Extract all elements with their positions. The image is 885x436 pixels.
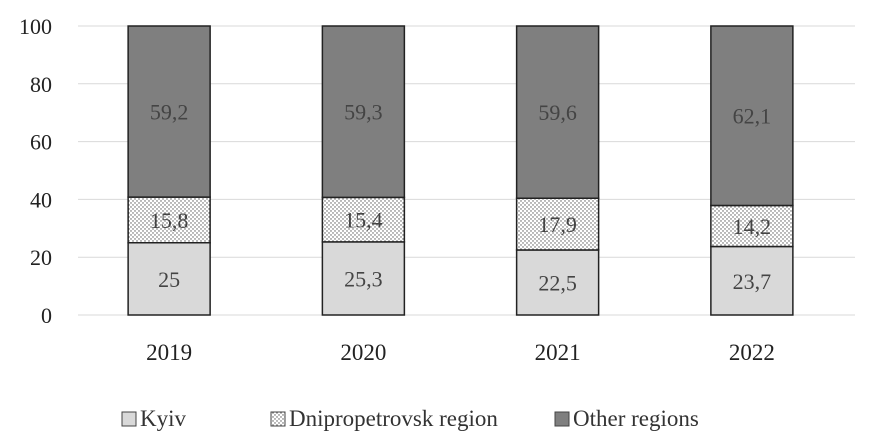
data-label-other-regions-2020: 59,3 — [344, 100, 383, 125]
legend-swatch-dnipropetrovsk-region — [270, 411, 286, 427]
y-tick-label: 40 — [30, 187, 52, 212]
legend: Kyiv Dnipropetrovsk region Other regions — [121, 406, 699, 431]
bars: 25 15,8 59,2 25,3 15,4 59,3 22,5 17,9 59,6 23,7 14… — [127, 25, 794, 316]
x-tick-label: 2022 — [729, 340, 775, 365]
y-tick-label: 20 — [30, 245, 52, 270]
bar-dnipropetrovsk-region-2019 — [127, 196, 211, 244]
bar-other-regions-2021 — [515, 25, 600, 199]
bar-kyiv-2022 — [710, 245, 794, 316]
data-label-kyiv-2020: 25,3 — [344, 266, 383, 291]
bar-dnipropetrovsk-region-2021 — [515, 197, 600, 251]
x-tick-label: 2020 — [340, 340, 386, 365]
data-label-other-regions-2019: 59,2 — [150, 100, 189, 125]
x-tick-label: 2021 — [535, 340, 581, 365]
legend-label-kyiv: Kyiv — [140, 406, 187, 431]
data-label-kyiv-2022: 23,7 — [733, 269, 772, 294]
bar-kyiv-2021 — [515, 249, 600, 316]
y-tick-label: 80 — [30, 72, 52, 97]
data-label-kyiv-2019: 25 — [158, 267, 180, 292]
bar-kyiv-2019 — [127, 242, 211, 316]
data-label-dnipropetrovsk-region-2020: 15,4 — [344, 208, 383, 233]
x-tick-label: 2019 — [146, 340, 192, 365]
y-tick-label: 60 — [30, 130, 52, 155]
data-label-kyiv-2021: 22,5 — [538, 270, 577, 295]
x-axis: 2019 2020 2021 2022 — [146, 340, 775, 365]
y-tick-label: 0 — [41, 303, 52, 328]
data-label-dnipropetrovsk-region-2019: 15,8 — [150, 208, 189, 233]
data-label-other-regions-2022: 62,1 — [733, 104, 772, 129]
legend-label-other-regions: Other regions — [573, 406, 699, 431]
bar-dnipropetrovsk-region-2020 — [321, 196, 406, 243]
bar-other-regions-2022 — [710, 25, 794, 207]
bar-other-regions-2020 — [321, 25, 406, 199]
data-label-dnipropetrovsk-region-2021: 17,9 — [538, 212, 577, 237]
legend-swatch-kyiv — [121, 411, 137, 427]
data-label-dnipropetrovsk-region-2022: 14,2 — [733, 214, 772, 239]
legend-swatch-other-regions — [554, 411, 570, 427]
legend-label-dnipropetrovsk-region: Dnipropetrovsk region — [289, 406, 498, 431]
y-tick-label: 100 — [19, 14, 52, 39]
y-axis: 0 20 40 60 80 100 — [19, 14, 52, 328]
data-label-other-regions-2021: 59,6 — [538, 100, 577, 125]
bar-dnipropetrovsk-region-2022 — [710, 204, 794, 248]
bar-other-regions-2019 — [127, 25, 211, 198]
